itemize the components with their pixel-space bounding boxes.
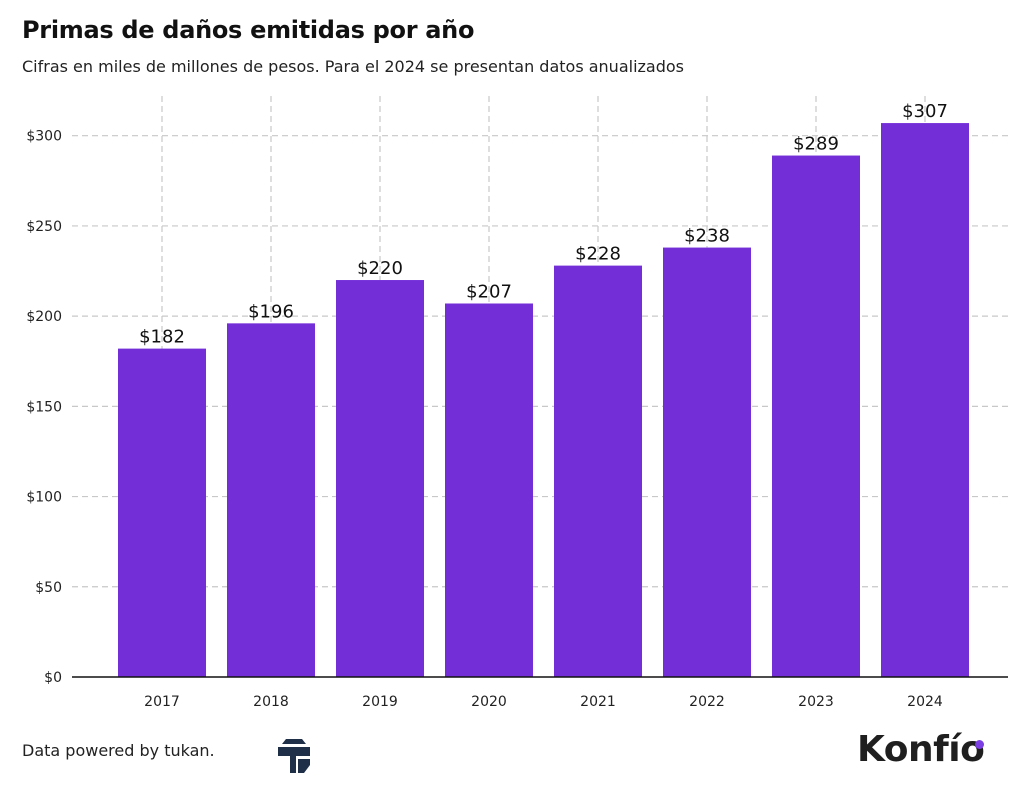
data-label: $207 [466, 282, 512, 303]
x-tick-label: 2024 [907, 694, 943, 710]
bar-2017 [118, 348, 206, 677]
y-tick-label: $200 [26, 309, 62, 325]
y-tick-label: $250 [26, 219, 62, 235]
x-tick-label: 2020 [471, 694, 507, 710]
chart-title: Primas de daños emitidas por año [22, 16, 475, 44]
data-label: $220 [357, 258, 403, 279]
tukan-logo-icon [278, 739, 310, 773]
chart-subtitle: Cifras en miles de millones de pesos. Pa… [22, 57, 684, 76]
bar-2019 [336, 280, 424, 677]
data-label: $196 [248, 301, 294, 322]
x-tick-label: 2017 [144, 694, 180, 710]
x-tick-label: 2021 [580, 694, 616, 710]
y-tick-label: $300 [26, 129, 62, 145]
x-tick-label: 2022 [689, 694, 725, 710]
bar-2023 [772, 155, 860, 678]
konfio-logo-dot [975, 740, 984, 749]
data-label: $238 [684, 226, 730, 247]
konfio-logo: Konfío [857, 729, 985, 770]
bar-2020 [445, 303, 533, 677]
data-label: $289 [793, 134, 839, 155]
y-tick-label: $100 [26, 490, 62, 506]
x-tick-label: 2019 [362, 694, 398, 710]
y-tick-label: $150 [26, 399, 62, 415]
bar-2021 [554, 265, 642, 677]
data-label: $307 [902, 101, 948, 122]
bar-2024 [881, 123, 969, 678]
y-tick-label: $0 [44, 670, 62, 686]
data-label: $182 [139, 327, 185, 348]
data-label: $228 [575, 244, 621, 265]
footer-attribution: Data powered by tukan. [22, 741, 215, 760]
bar-2022 [663, 247, 751, 677]
x-tick-label: 2018 [253, 694, 289, 710]
y-tick-label: $50 [35, 580, 62, 596]
bar-2018 [227, 323, 315, 677]
x-tick-label: 2023 [798, 694, 834, 710]
